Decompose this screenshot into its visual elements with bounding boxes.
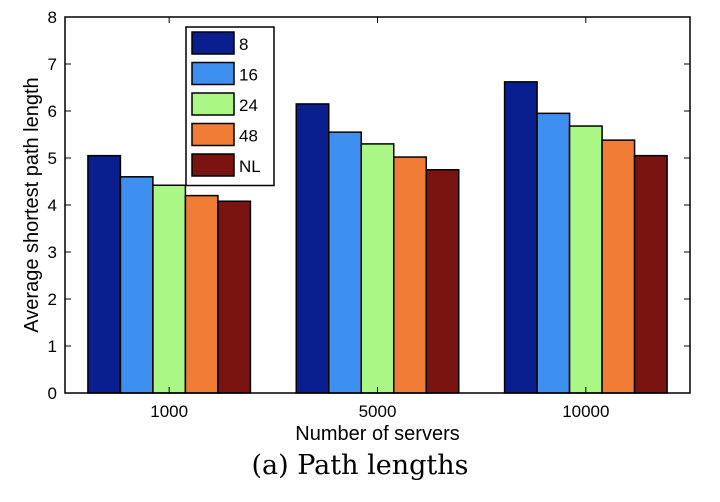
x-tick-label: 10000: [562, 402, 609, 421]
y-tick-label: 6: [48, 102, 57, 121]
bar-8-10000: [503, 81, 538, 394]
y-tick-label: 4: [48, 196, 57, 215]
bar-8-1000: [87, 154, 122, 394]
legend-label-48: 48: [239, 127, 258, 146]
bar-24-10000: [568, 125, 603, 394]
x-tick-label: 1000: [150, 402, 188, 421]
bar-48-10000: [601, 139, 636, 394]
legend-swatch-8: [191, 31, 235, 55]
bar-NL-1000: [217, 200, 252, 394]
legend-swatch-16: [191, 61, 235, 86]
y-tick-label: 5: [48, 149, 57, 168]
legend: 8 16 24 48 NL: [185, 26, 275, 187]
bar-16-1000: [119, 176, 154, 394]
legend-swatch-24: [191, 92, 235, 116]
bar-NL-10000: [633, 154, 668, 394]
y-tick-label: 3: [48, 243, 57, 262]
y-axis-label: Average shortest path length: [21, 77, 43, 332]
y-tick-label: 7: [48, 55, 57, 74]
y-tick-label: 1: [48, 337, 57, 356]
bar-8-5000: [295, 103, 330, 394]
bar-48-1000: [184, 194, 219, 394]
y-tick-label: 0: [48, 384, 57, 403]
legend-swatch-NL: [191, 153, 235, 177]
y-tick-label: 2: [48, 290, 57, 309]
bar-NL-5000: [425, 169, 460, 394]
bar-24-1000: [152, 184, 187, 394]
legend-label-8: 8: [239, 35, 248, 54]
x-axis-label: Number of servers: [295, 423, 460, 445]
legend-label-NL: NL: [239, 157, 261, 176]
bar-24-5000: [360, 143, 395, 394]
legend-label-16: 16: [239, 66, 258, 85]
x-axis: 1000 5000 10000: [150, 17, 609, 421]
y-axis: 0 1 2 3 4 5 6 7 8: [48, 8, 690, 403]
figure-caption: (a) Path lengths: [251, 450, 469, 481]
legend-label-24: 24: [239, 96, 258, 115]
bar-chart: 0 1 2 3 4 5 6 7 8 1000 5000 10000 Number of server…: [21, 8, 691, 445]
bar-16-10000: [536, 112, 571, 394]
y-tick-label: 8: [48, 8, 57, 27]
bar-16-5000: [328, 131, 362, 394]
bars-layer: [87, 81, 668, 394]
bar-48-5000: [393, 156, 427, 394]
legend-swatch-48: [191, 122, 235, 147]
x-tick-label: 5000: [359, 402, 397, 421]
